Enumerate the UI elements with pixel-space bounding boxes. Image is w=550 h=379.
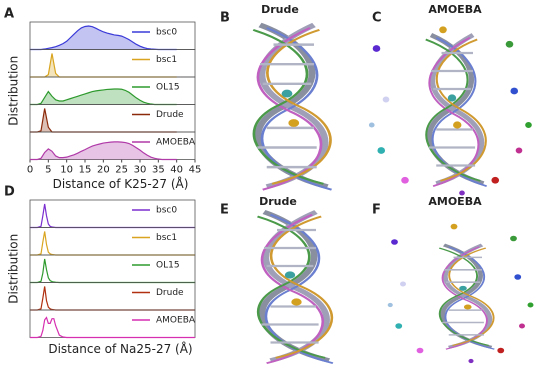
row-frame	[29, 131, 196, 160]
density-area	[30, 141, 177, 160]
panel-label: E	[220, 203, 229, 218]
density-area	[30, 53, 177, 77]
legend-label: AMOEBA	[156, 138, 196, 148]
legend-label: bsc1	[156, 233, 177, 243]
legend-label: Drude	[156, 288, 184, 298]
x-tick-label: 20	[97, 165, 110, 176]
x-axis-label: Distance of Na25-27 (Å)	[48, 341, 192, 356]
density-line	[30, 316, 195, 339]
panel-label: D	[4, 185, 15, 200]
legend-label: bsc0	[156, 206, 177, 216]
x-tick-label: 15	[79, 165, 92, 176]
molecule-b	[253, 25, 331, 190]
y-axis-label: Distribution	[7, 234, 21, 304]
panel-title: Drude	[261, 3, 299, 16]
panel-title: AMOEBA	[428, 195, 482, 208]
x-tick-label: 35	[152, 165, 165, 176]
panel-title: AMOEBA	[428, 3, 482, 16]
x-tick-label: 10	[60, 165, 73, 176]
x-tick-label: 45	[189, 165, 202, 176]
legend-label: AMOEBA	[156, 316, 196, 326]
legend-label: bsc1	[156, 55, 177, 65]
legend-label: OL15	[156, 83, 180, 93]
panel-label: A	[4, 7, 14, 22]
legend-label: bsc0	[156, 28, 177, 38]
panel-label: F	[372, 203, 381, 218]
legend-label: OL15	[156, 261, 180, 271]
y-axis-label: Distribution	[7, 56, 21, 126]
x-tick-label: 25	[115, 165, 128, 176]
legend-label: Drude	[156, 110, 184, 120]
molecule-e	[258, 212, 333, 363]
x-tick-label: 40	[170, 165, 183, 176]
density-line	[30, 141, 177, 161]
x-tick-label: 5	[45, 165, 51, 176]
panel-title: Drude	[259, 195, 297, 208]
molecule-f	[387, 223, 534, 364]
x-axis-label: Distance of K25-27 (Å)	[53, 176, 189, 191]
density-line	[30, 108, 177, 133]
x-tick-label: 0	[27, 165, 33, 176]
panel-label: B	[220, 11, 230, 26]
molecule-c	[368, 26, 532, 196]
density-area	[30, 108, 177, 132]
x-tick-label: 30	[134, 165, 147, 176]
density-area	[30, 26, 177, 50]
panel-label: C	[372, 11, 382, 26]
